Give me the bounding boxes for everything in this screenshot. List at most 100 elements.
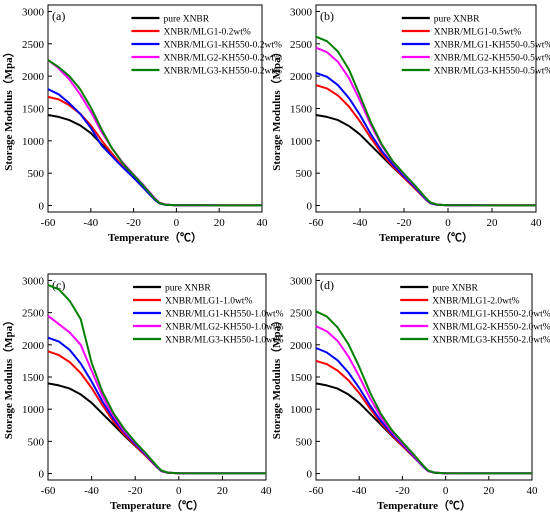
- legend-label: XNBR/MLG1-1.0wt%: [165, 297, 252, 307]
- y-tick-label: 2000: [22, 71, 45, 83]
- y-tick-label: 3000: [290, 275, 313, 287]
- series-line-3: [315, 347, 532, 475]
- series-line-4: [47, 59, 262, 207]
- panel-label: (b): [320, 9, 334, 23]
- x-axis-label: Temperature（℃）: [377, 499, 471, 512]
- x-tick-label: -20: [128, 485, 143, 497]
- series-line-3: [47, 88, 262, 207]
- x-tick-label: 40: [531, 217, 543, 229]
- y-tick-label: 3000: [290, 6, 313, 18]
- legend-label: XNBR/MLG2-KH550-1.0wt%: [165, 323, 284, 333]
- legend-label: XNBR/MLG2-KH550-0.5wt%: [434, 54, 550, 64]
- y-axis-label: Storage Modulus（Mpa）: [2, 46, 15, 170]
- y-tick-label: 500: [28, 168, 45, 180]
- y-tick-label: 3000: [22, 275, 45, 287]
- chart-panel-1: 0 500 1000 1500 2000 2500 3000 -60 -40 -20 0 20 40 Te…: [2, 4, 282, 244]
- x-tick-label: -20: [395, 485, 410, 497]
- x-tick-label: 0: [174, 217, 180, 229]
- y-axis-label: Storage Modulus（Mpa）: [2, 315, 15, 439]
- series-line-1: [315, 382, 532, 475]
- legend-label: XNBR/MLG1-KH550-1.0wt%: [165, 310, 284, 320]
- y-axis-label: Storage Modulus（Mpa）: [270, 315, 283, 439]
- y-tick-label: 1500: [22, 104, 45, 116]
- y-tick-label: 2000: [22, 340, 45, 352]
- x-tick-label: 0: [176, 485, 182, 497]
- y-tick-label: 1500: [290, 372, 313, 384]
- y-tick-label: 1000: [22, 136, 45, 148]
- x-tick-label: -20: [397, 217, 412, 229]
- x-tick-label: -60: [309, 217, 324, 229]
- series-line-5: [47, 59, 262, 207]
- y-tick-label: 500: [296, 436, 313, 448]
- x-tick-label: 40: [257, 217, 269, 229]
- legend-label: XNBR/MLG3-KH550-1.0wt%: [165, 336, 284, 346]
- y-tick-label: 2500: [22, 308, 45, 320]
- series-line-5: [315, 310, 532, 475]
- y-tick-label: 500: [28, 436, 45, 448]
- y-tick-label: 2500: [290, 39, 313, 51]
- panel-label: (a): [52, 9, 65, 23]
- x-tick-label: 20: [483, 485, 495, 497]
- legend-label: XNBR/MLG2-KH550-2.0wt%: [432, 323, 550, 333]
- x-tick-label: -60: [41, 485, 56, 497]
- x-axis-label: Temperature（℃）: [379, 231, 473, 244]
- y-tick-label: 1000: [290, 136, 313, 148]
- x-tick-label: 0: [445, 217, 451, 229]
- x-tick-label: -40: [353, 217, 368, 229]
- x-tick-label: 20: [217, 485, 229, 497]
- y-tick-label: 1500: [22, 372, 45, 384]
- chart-panel-3: 0 500 1000 1500 2000 2500 3000 -60 -40 -20 0 20 40 Te…: [2, 273, 284, 512]
- series-line-1: [47, 114, 262, 207]
- x-tick-label: -40: [83, 217, 98, 229]
- y-tick-label: 0: [39, 201, 45, 213]
- legend-label: pure XNBR: [163, 15, 209, 25]
- legend-label: pure XNBR: [432, 284, 478, 294]
- legend-label: XNBR/MLG3-KH550-0.5wt%: [434, 67, 550, 77]
- legend-label: XNBR/MLG1-0.2wt%: [163, 28, 250, 38]
- series-line-5: [47, 283, 266, 475]
- x-tick-label: -60: [309, 485, 324, 497]
- y-tick-label: 3000: [22, 6, 45, 18]
- x-tick-label: 40: [261, 485, 273, 497]
- legend-label: XNBR/MLG1-0.5wt%: [434, 28, 521, 38]
- chart-panel-2: 0 500 1000 1500 2000 2500 3000 -60 -40 -20 0 20 40 Te…: [270, 4, 550, 244]
- y-tick-label: 1000: [290, 404, 313, 416]
- legend-label: XNBR/MLG1-KH550-0.2wt%: [163, 41, 282, 51]
- x-axis-label: Temperature（℃）: [110, 499, 204, 512]
- y-tick-label: 500: [296, 168, 313, 180]
- y-tick-label: 2500: [22, 39, 45, 51]
- legend-label: XNBR/MLG3-KH550-0.2wt%: [163, 67, 282, 77]
- y-tick-label: 2000: [290, 340, 313, 352]
- x-tick-label: -40: [84, 485, 99, 497]
- series-line-1: [315, 114, 536, 207]
- series-line-2: [47, 350, 266, 475]
- y-tick-label: 1500: [290, 104, 313, 116]
- y-tick-label: 0: [39, 469, 45, 481]
- panel-label: (d): [320, 278, 334, 292]
- x-tick-label: -60: [41, 217, 56, 229]
- legend-label: XNBR/MLG1-2.0wt%: [432, 297, 519, 307]
- legend-label: XNBR/MLG1-KH550-2.0wt%: [432, 310, 550, 320]
- series-line-1: [47, 382, 266, 475]
- series-line-2: [315, 84, 536, 207]
- y-tick-label: 2000: [290, 71, 313, 83]
- legend-label: pure XNBR: [165, 284, 211, 294]
- series-line-4: [315, 325, 532, 475]
- y-tick-label: 2500: [290, 308, 313, 320]
- series-line-5: [315, 35, 536, 207]
- legend-label: XNBR/MLG1-KH550-0.5wt%: [434, 41, 550, 51]
- x-tick-label: -40: [352, 485, 367, 497]
- series-line-3: [47, 336, 266, 475]
- chart-panel-4: 0 500 1000 1500 2000 2500 3000 -60 -40 -20 0 20 40 Te…: [270, 273, 550, 512]
- y-tick-label: 0: [307, 469, 313, 481]
- series-line-3: [315, 71, 536, 207]
- y-tick-label: 1000: [22, 404, 45, 416]
- legend-label: XNBR/MLG2-KH550-0.2wt%: [163, 54, 282, 64]
- legend-label: pure XNBR: [434, 15, 480, 25]
- y-axis-label: Storage Modulus（Mpa）: [270, 46, 283, 170]
- x-tick-label: 20: [214, 217, 226, 229]
- y-tick-label: 0: [307, 201, 313, 213]
- x-tick-label: -20: [126, 217, 141, 229]
- legend-label: XNBR/MLG3-KH550-2.0wt%: [432, 336, 550, 346]
